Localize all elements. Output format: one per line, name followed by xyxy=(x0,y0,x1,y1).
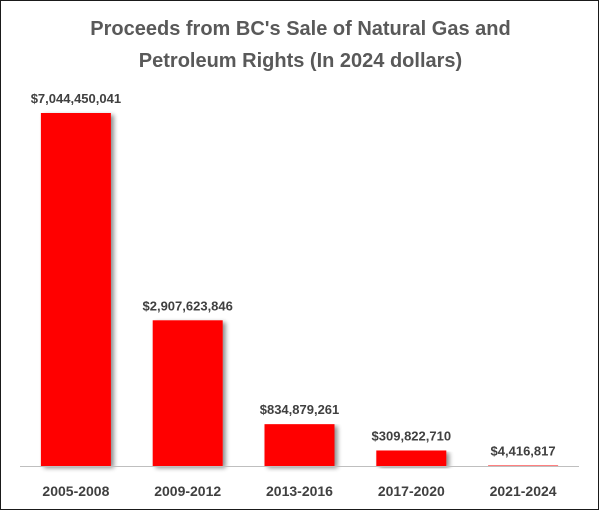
bars xyxy=(40,113,559,466)
data-label-2017-2020: $309,822,710 xyxy=(372,428,452,443)
data-labels: $7,044,450,041 $2,907,623,846 $834,879,261… xyxy=(31,91,556,459)
bar-2009-2012 xyxy=(152,320,223,466)
x-tick-labels: 2005-2008 2009-2012 2013-2016 2017-2020 2021… xyxy=(42,483,556,499)
chart-title-line-2: Petroleum Rights (In 2024 dollars) xyxy=(138,50,463,72)
x-tick-2017-2020: 2017-2020 xyxy=(378,483,445,499)
bar-2021-2024 xyxy=(488,465,559,466)
chart-title: Proceeds from BC's Sale of Natural Gas a… xyxy=(1,13,599,77)
data-label-2009-2012: $2,907,623,846 xyxy=(143,298,233,313)
data-label-2013-2016: $834,879,261 xyxy=(260,402,340,417)
data-label-2021-2024: $4,416,817 xyxy=(491,444,556,459)
x-tick-2005-2008: 2005-2008 xyxy=(42,483,109,499)
x-tick-2021-2024: 2021-2024 xyxy=(490,483,557,499)
x-tick-2009-2012: 2009-2012 xyxy=(154,483,221,499)
chart-title-line-1: Proceeds from BC's Sale of Natural Gas a… xyxy=(90,18,511,40)
bar-2017-2020 xyxy=(376,450,447,466)
data-label-2005-2008: $7,044,450,041 xyxy=(31,91,121,106)
x-tick-2013-2016: 2013-2016 xyxy=(266,483,333,499)
bar-2005-2008 xyxy=(40,113,111,466)
bar-2013-2016 xyxy=(264,424,335,466)
